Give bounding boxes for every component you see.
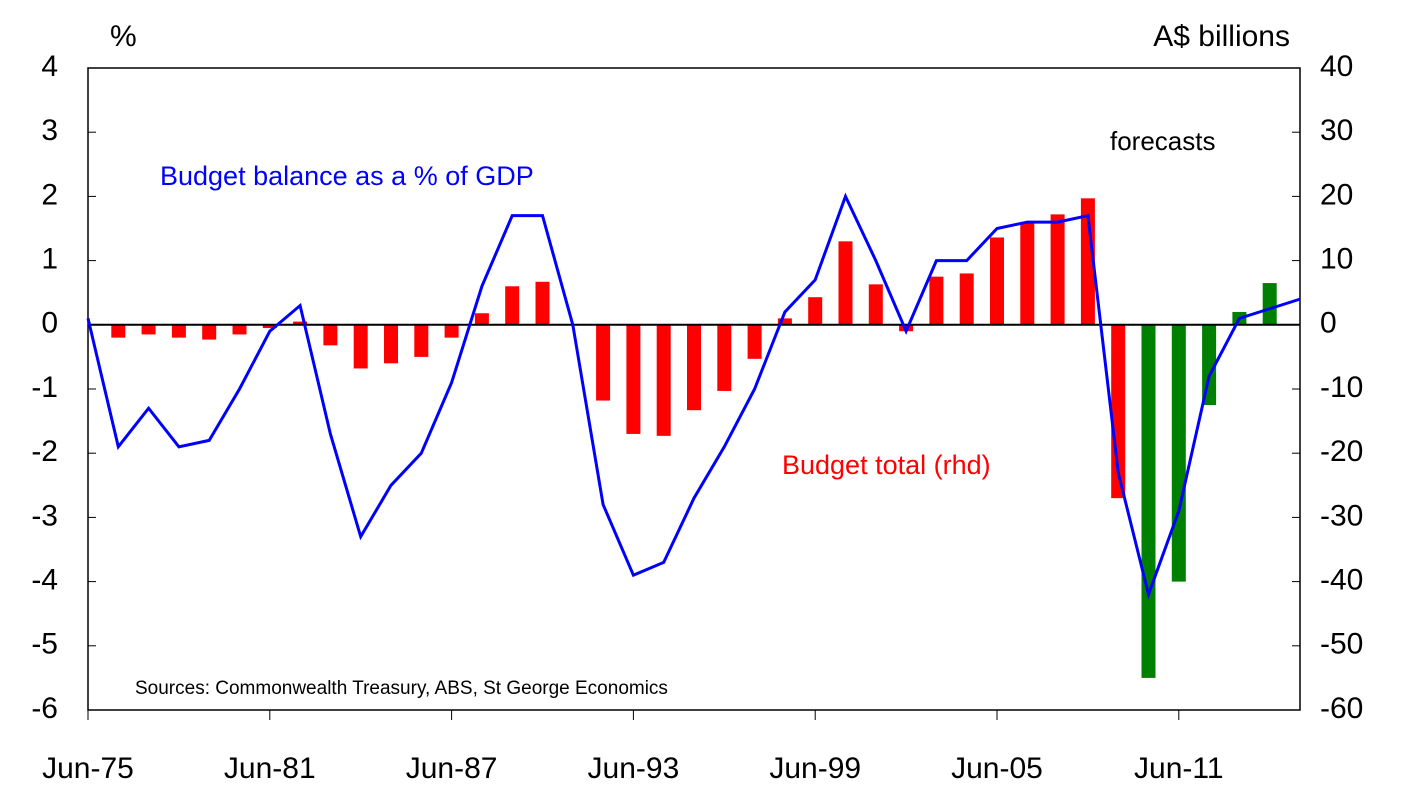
bar [293, 321, 308, 325]
x-tick-label: Jun-05 [951, 752, 1043, 785]
bar [171, 324, 186, 338]
bar [717, 324, 732, 391]
line [86, 192, 1301, 600]
y-tick-label: 4 [41, 50, 58, 83]
y-tick-label: 3 [41, 114, 58, 147]
bar [687, 324, 701, 411]
annotation: forecasts [1110, 126, 1216, 156]
source-note: Sources: Commonwealth Treasury, ABS, St … [135, 678, 668, 699]
y-tick-label: -2 [31, 435, 58, 468]
bar [323, 324, 338, 346]
bar [1141, 324, 1156, 678]
y-tick-label: 1 [41, 243, 58, 276]
bar [1262, 283, 1277, 325]
line-label: Budget balance as a % of GDP [160, 161, 534, 191]
x-tick-label: Jun-75 [42, 752, 134, 785]
bar [929, 276, 944, 325]
y-tick-label: -6 [31, 692, 58, 725]
bar [353, 324, 368, 369]
bar [384, 324, 398, 364]
y-tick-label: -4 [31, 564, 58, 597]
y-tick-label: 0 [41, 307, 58, 340]
bar [868, 284, 883, 325]
y2-tick-label: 20 [1320, 178, 1353, 211]
y2-tick-label: -20 [1320, 435, 1363, 468]
bar [535, 281, 550, 325]
y2-tick-label: -50 [1320, 628, 1363, 661]
bar [232, 324, 247, 335]
y2-tick-label: -60 [1320, 692, 1363, 725]
x-tick-label: Jun-87 [406, 752, 498, 785]
y2-tick-label: -10 [1320, 371, 1363, 404]
bar [1050, 214, 1065, 325]
y-axis-label: % [110, 20, 137, 53]
y2-tick-label: 0 [1320, 307, 1337, 340]
x-tick-label: Jun-93 [588, 752, 680, 785]
y-tick-label: -3 [31, 499, 58, 532]
y2-tick-label: 30 [1320, 114, 1353, 147]
y-tick-label: -1 [31, 371, 58, 404]
bar [596, 324, 611, 401]
bar [990, 237, 1004, 325]
bar [505, 286, 520, 325]
bar [141, 324, 156, 335]
y2-tick-label: 40 [1320, 50, 1353, 83]
bar [626, 324, 641, 434]
x-tick-label: Jun-99 [769, 752, 861, 785]
bar [262, 324, 277, 329]
bar [777, 318, 792, 325]
bar [808, 297, 823, 325]
y2-tick-label: -40 [1320, 564, 1363, 597]
x-tick-label: Jun-81 [224, 752, 316, 785]
y-tick-label: 2 [41, 178, 58, 211]
y2-tick-label: -30 [1320, 499, 1363, 532]
bar [747, 324, 762, 359]
bar [1020, 223, 1035, 325]
y2-tick-label: 10 [1320, 243, 1353, 276]
bar [1171, 324, 1186, 582]
x-tick-label: Jun-11 [1134, 752, 1224, 785]
bar [444, 324, 459, 338]
bar [656, 324, 671, 436]
bar [1080, 198, 1095, 325]
bar [202, 324, 217, 340]
bar [111, 324, 126, 338]
y-tick-label: -5 [31, 628, 58, 661]
bar [838, 241, 853, 325]
bar [414, 324, 429, 357]
bar-label: Budget total (rhd) [782, 450, 991, 480]
bar [474, 313, 489, 325]
y2-axis-label: A$ billions [1153, 20, 1290, 53]
bar [959, 273, 974, 325]
